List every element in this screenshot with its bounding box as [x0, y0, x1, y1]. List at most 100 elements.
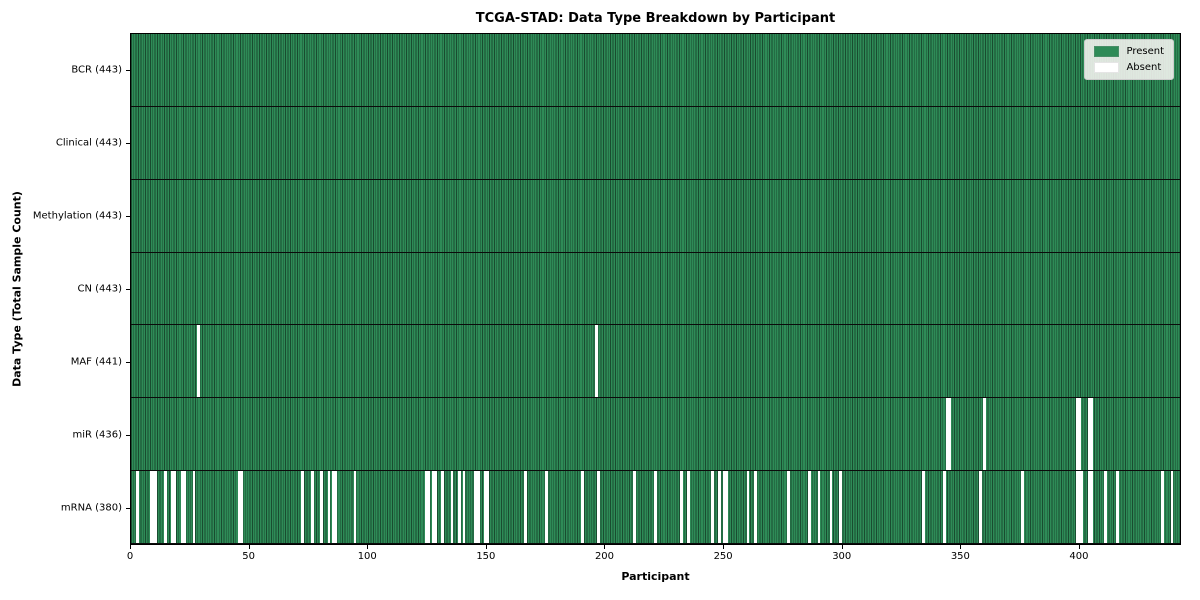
absent-cell: [152, 471, 156, 544]
absent-cell: [1087, 398, 1091, 471]
absent-cell: [680, 471, 684, 544]
y-tick-mark: [126, 142, 130, 144]
absent-cell: [301, 471, 305, 544]
absent-cell: [746, 471, 750, 544]
y-tick-mark: [126, 362, 130, 364]
x-tick-label: 150: [476, 551, 496, 562]
absent-cell: [334, 471, 338, 544]
x-tick-label: 0: [126, 551, 134, 562]
legend: Present Absent: [1084, 39, 1174, 80]
absent-cell: [595, 325, 598, 398]
absent-cell: [426, 471, 430, 544]
heatmap-row-clinical: [131, 106, 1180, 180]
x-tick-label: 100: [357, 551, 377, 562]
y-tick-mark: [126, 69, 130, 71]
x-tick-label: 200: [594, 551, 615, 562]
absent-cell: [722, 471, 726, 544]
row-label-mir: miR (436): [72, 429, 122, 441]
absent-cell: [1087, 471, 1091, 544]
legend-label-present: Present: [1126, 46, 1164, 57]
absent-cell: [524, 471, 527, 544]
absent-cell: [817, 471, 821, 544]
absent-cell: [441, 471, 444, 544]
absent-cell: [978, 471, 982, 544]
absent-cell: [1104, 471, 1107, 544]
x-axis-label: Participant: [621, 570, 690, 583]
chart-title: TCGA-STAD: Data Type Breakdown by Partic…: [475, 11, 836, 26]
absent-cell: [192, 471, 196, 544]
absent-cell: [1078, 398, 1081, 471]
absent-cell: [839, 471, 842, 544]
absent-cell: [1116, 471, 1119, 544]
heatmap-row-mir: [131, 398, 1180, 472]
y-tick-mark: [126, 508, 130, 510]
x-tick-mark: [604, 545, 606, 549]
absent-cell: [476, 471, 480, 544]
x-tick-mark: [960, 545, 962, 549]
absent-cell: [135, 471, 139, 544]
absent-cell: [580, 471, 584, 544]
absent-cell: [1078, 471, 1081, 544]
absent-cell: [687, 471, 691, 544]
absent-cell: [808, 471, 811, 544]
absent-cell: [945, 398, 949, 471]
absent-cell: [921, 471, 925, 544]
absent-cell: [1080, 471, 1084, 544]
absent-cell: [183, 471, 186, 544]
absent-cell: [983, 398, 987, 471]
absent-cell: [1170, 471, 1174, 544]
absent-cell: [149, 471, 153, 544]
absent-cell: [711, 471, 714, 544]
x-tick-label: 400: [1069, 551, 1089, 562]
absent-cell: [597, 471, 601, 544]
y-tick-mark: [126, 435, 130, 437]
absent-cell: [654, 471, 658, 544]
absent-cell: [486, 471, 489, 544]
x-tick-mark: [248, 545, 250, 549]
row-label-bcr: BCR (443): [71, 64, 122, 76]
x-tick-label: 250: [713, 551, 733, 562]
heatmap-row-bcr: [131, 34, 1180, 107]
absent-cell: [943, 471, 946, 544]
x-tick-label: 350: [950, 551, 970, 562]
absent-cell: [1090, 471, 1093, 544]
heatmap-row-cn: [131, 252, 1180, 326]
absent-cell: [1021, 471, 1025, 544]
row-label-methylation: Methylation (443): [32, 210, 122, 222]
absent-cell: [1075, 398, 1079, 471]
absent-cell: [237, 471, 241, 544]
absent-cell: [434, 471, 437, 544]
absent-cell: [1161, 471, 1164, 544]
absent-cell: [462, 471, 466, 544]
row-label-mrna: mRNA (380): [60, 502, 122, 514]
y-tick-mark: [126, 289, 130, 290]
x-tick-label: 300: [832, 551, 852, 562]
absent-cell: [327, 471, 331, 544]
absent-cell: [786, 471, 790, 544]
absent-cell: [1075, 471, 1079, 544]
row-label-cn: CN (443): [77, 283, 122, 295]
x-tick-mark: [485, 545, 487, 549]
heatmap-row-mrna: [131, 471, 1180, 545]
present-swatch: [1094, 46, 1120, 57]
absent-swatch: [1094, 62, 1120, 73]
absent-cell: [725, 471, 729, 544]
absent-cell: [154, 471, 158, 544]
x-tick-mark: [723, 545, 725, 549]
absent-cell: [947, 398, 951, 471]
absent-cell: [353, 471, 357, 544]
row-label-maf: MAF (441): [70, 356, 122, 368]
absent-cell: [424, 471, 428, 544]
absent-cell: [829, 471, 833, 544]
absent-cell: [457, 471, 461, 544]
absent-cell: [173, 471, 177, 544]
legend-item-absent: Absent: [1094, 62, 1164, 73]
absent-cell: [239, 471, 243, 544]
row-label-clinical: Clinical (443): [55, 137, 122, 149]
x-tick-mark: [130, 545, 131, 549]
legend-item-present: Present: [1094, 46, 1164, 57]
absent-cell: [474, 471, 478, 544]
absent-cell: [171, 471, 175, 544]
heatmap-row-methylation: [131, 179, 1180, 253]
